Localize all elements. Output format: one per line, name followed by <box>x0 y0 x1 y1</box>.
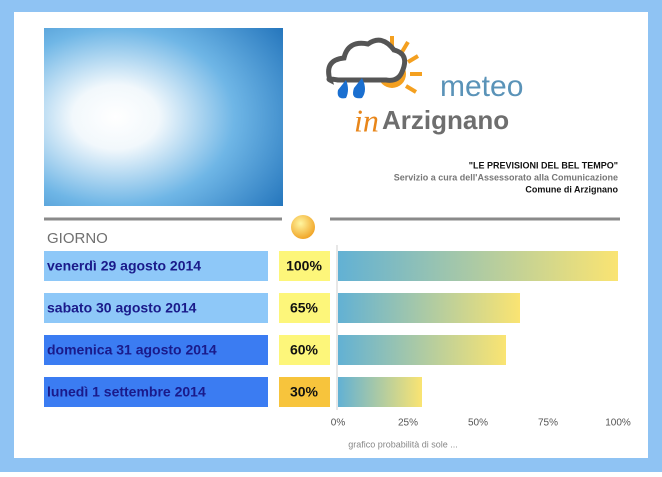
brand-arzignano: Arzignano <box>382 105 509 135</box>
x-tick-label: 75% <box>538 418 558 429</box>
bar <box>338 293 520 323</box>
category-box <box>44 293 268 323</box>
value-box <box>279 335 330 365</box>
value-label: 30% <box>290 384 319 400</box>
category-label: lunedì 1 settembre 2014 <box>47 384 206 400</box>
brand-in: in <box>354 102 379 138</box>
value-label: 100% <box>286 258 322 274</box>
bar <box>338 335 506 365</box>
value-label: 60% <box>290 342 319 358</box>
category-box <box>44 377 268 407</box>
sun-icon <box>291 215 315 239</box>
category-label: sabato 30 agosto 2014 <box>47 300 197 316</box>
x-tick-label: 25% <box>398 418 418 429</box>
x-axis-label: grafico probabilità di sole ... <box>348 439 458 449</box>
x-tick-label: 100% <box>605 418 631 429</box>
x-tick-label: 50% <box>468 418 488 429</box>
category-box <box>44 251 268 281</box>
value-box <box>279 293 330 323</box>
bar <box>338 251 618 281</box>
sky-photo <box>44 28 283 206</box>
bar <box>338 377 422 407</box>
category-label: domenica 31 agosto 2014 <box>47 342 217 358</box>
brand-meteo: meteo <box>440 70 523 103</box>
header-line: "LE PREVISIONI DEL BEL TEMPO" <box>469 160 618 170</box>
category-header: GIORNO <box>47 230 108 247</box>
value-box <box>279 377 330 407</box>
x-tick-label: 0% <box>331 418 346 429</box>
category-box <box>44 335 268 365</box>
logo-icon <box>326 36 422 99</box>
category-label: venerdì 29 agosto 2014 <box>47 258 201 274</box>
value-box <box>279 251 330 281</box>
value-label: 65% <box>290 300 319 316</box>
header-line: Comune di Arzignano <box>525 184 618 194</box>
header-line: Servizio a cura dell'Assessorato alla Co… <box>394 172 618 182</box>
